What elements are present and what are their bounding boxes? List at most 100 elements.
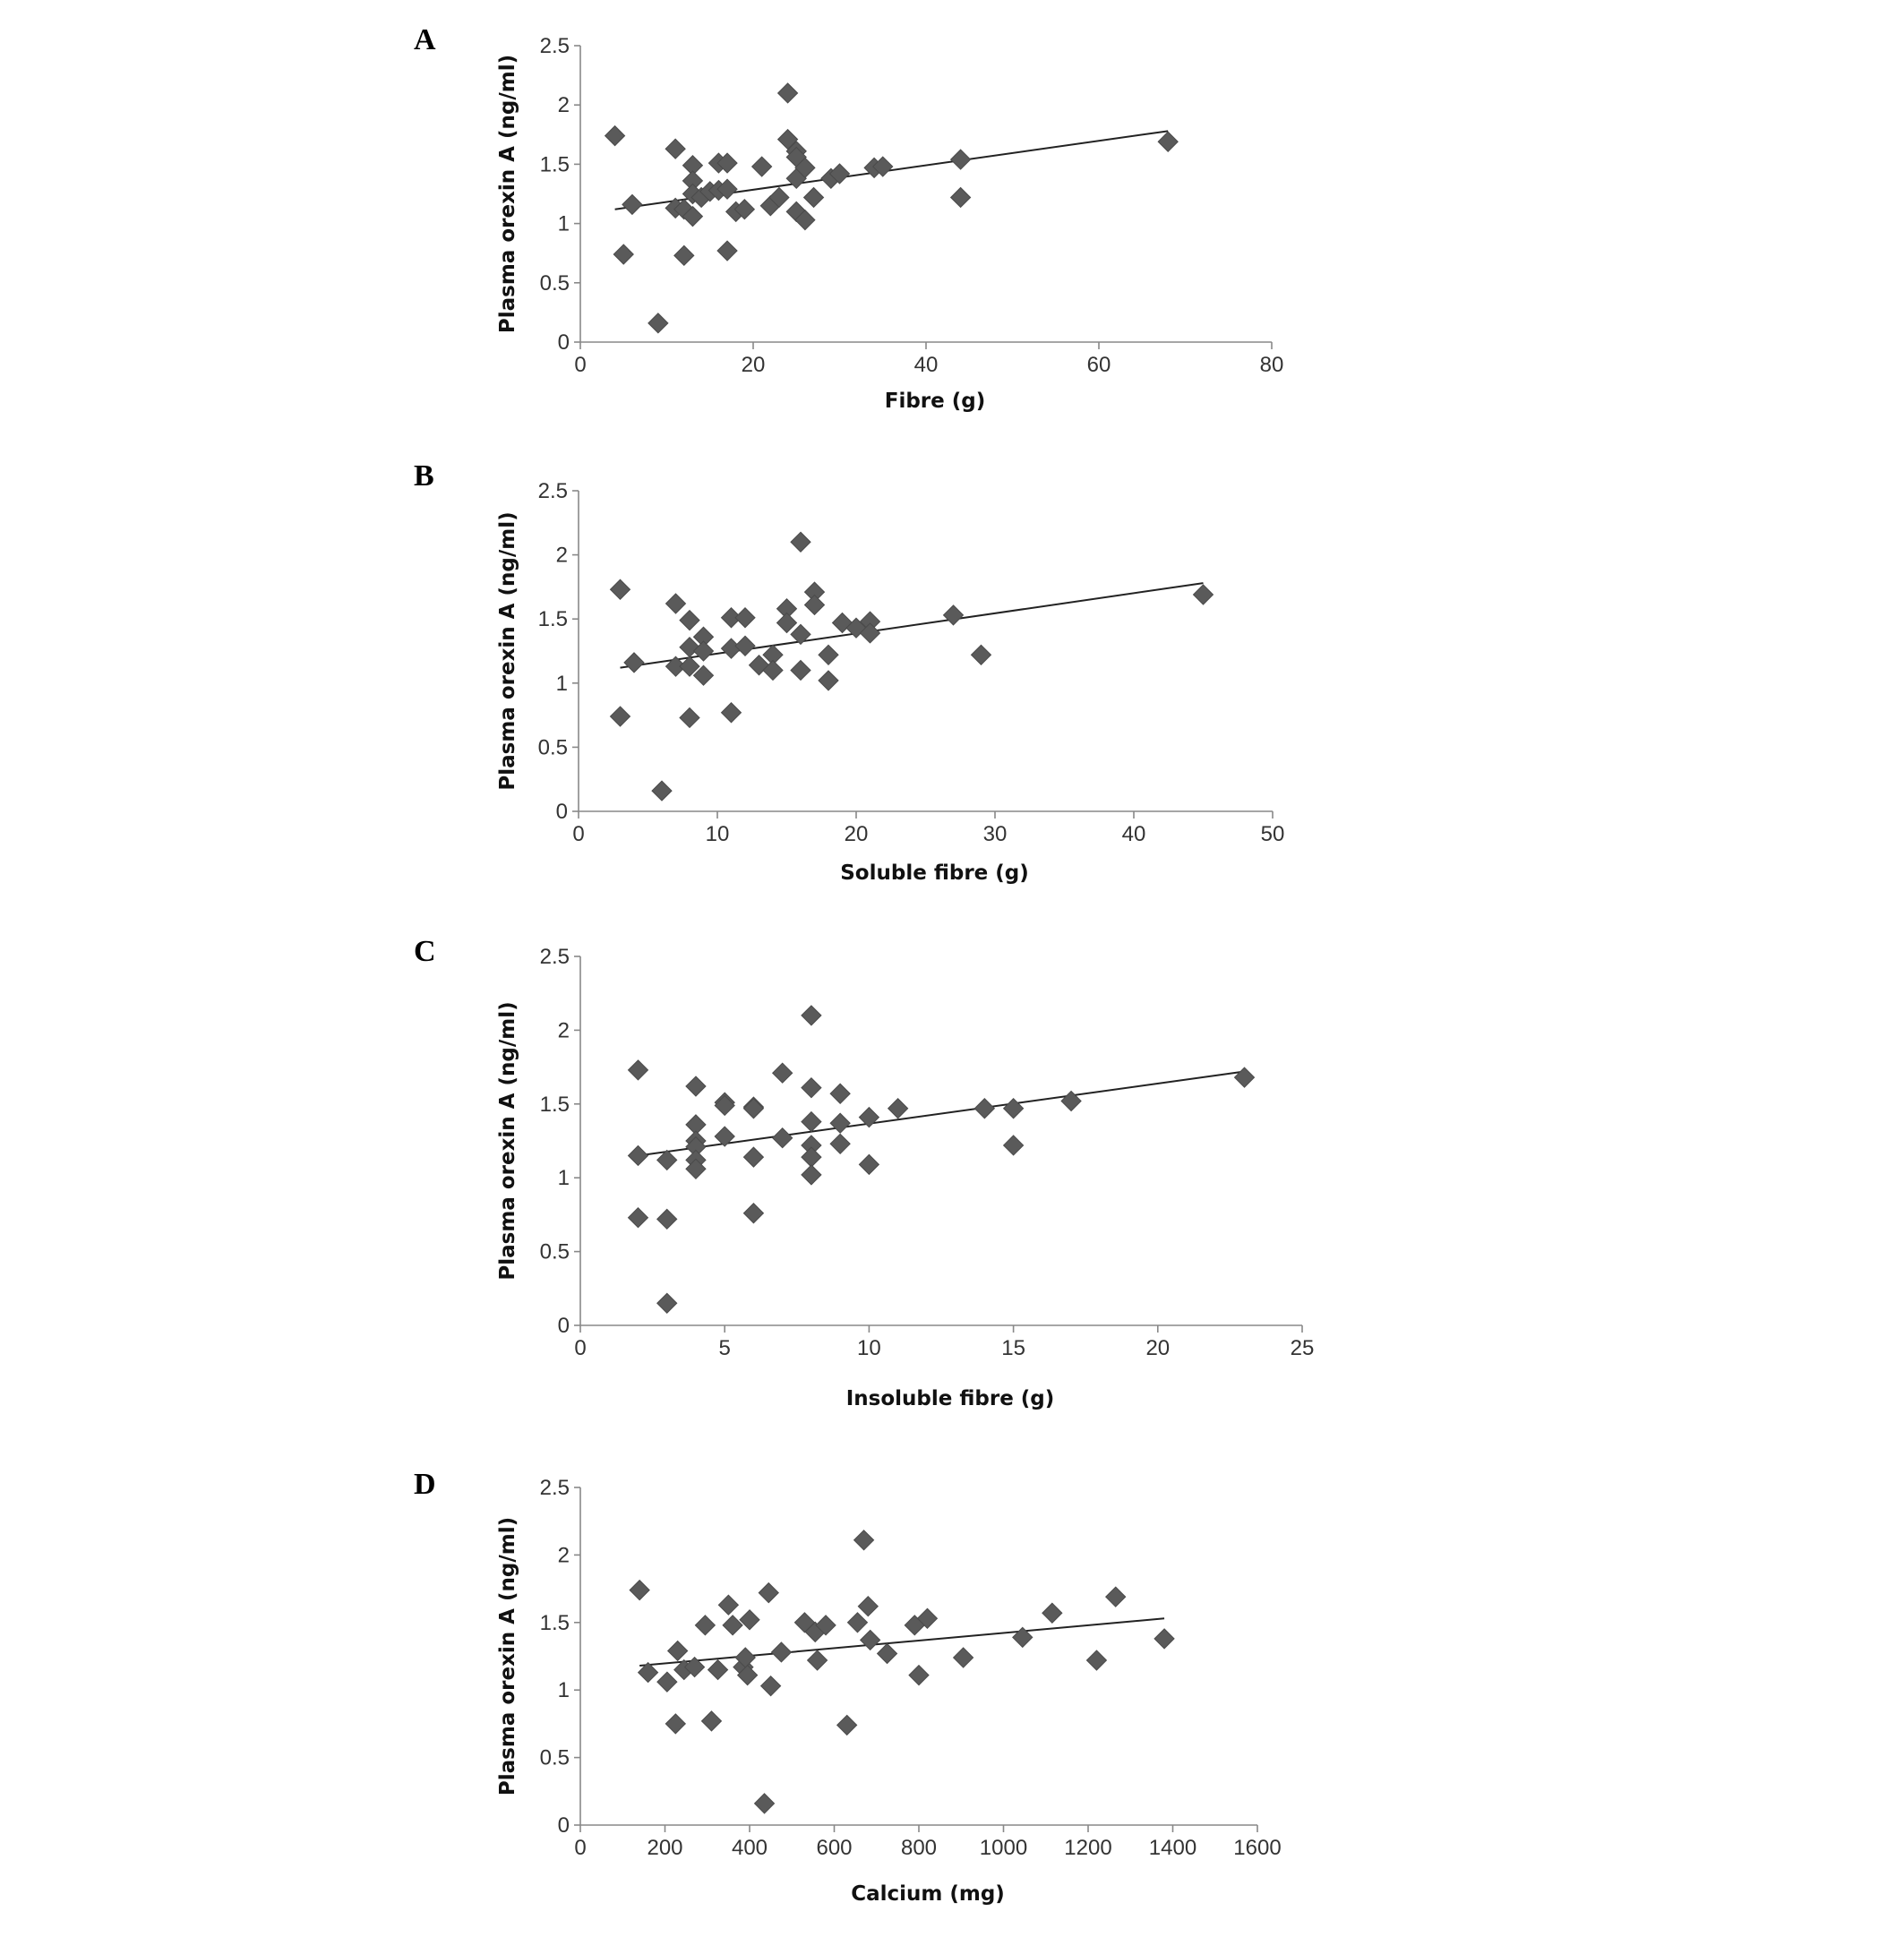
x-tick-label: 600 (816, 1836, 852, 1860)
data-point (1002, 1098, 1025, 1119)
data-point (665, 656, 687, 677)
data-point (829, 1112, 851, 1134)
data-point (1154, 1628, 1175, 1650)
data-point (627, 1144, 649, 1167)
data-point (714, 1094, 735, 1117)
data-point (679, 609, 700, 631)
data-point (1105, 1586, 1127, 1607)
data-point (733, 199, 756, 220)
x-axis-title: Insoluble fibre (g) (846, 1387, 1055, 1410)
data-point (836, 1714, 858, 1736)
panel-letter: B (414, 459, 434, 493)
data-point (716, 152, 738, 174)
data-point (627, 1206, 649, 1229)
data-point (908, 1664, 930, 1686)
data-point (665, 593, 687, 614)
data-point (720, 702, 742, 724)
x-tick-label: 15 (1001, 1336, 1025, 1360)
data-point (1085, 1650, 1108, 1671)
x-axis-title: Fibre (g) (885, 390, 986, 413)
data-point (604, 124, 626, 147)
data-point (872, 156, 894, 177)
x-tick-label: 0 (574, 1836, 586, 1860)
data-point (648, 313, 669, 334)
data-point (1157, 131, 1179, 152)
data-point (794, 209, 816, 231)
data-point (801, 1110, 822, 1133)
y-tick-label: 2 (558, 93, 570, 117)
y-axis-title: Plasma orexin A (ng/ml) (496, 1517, 519, 1796)
trendline (639, 1617, 1165, 1667)
x-tick-label: 20 (845, 822, 869, 846)
x-tick-label: 10 (857, 1336, 881, 1360)
y-tick-label: 2 (556, 544, 568, 568)
y-tick-label: 2 (558, 1543, 570, 1567)
x-tick-label: 0 (572, 822, 584, 846)
data-point (794, 157, 816, 179)
data-point (629, 1579, 650, 1601)
data-point (857, 1595, 879, 1617)
data-point (685, 1158, 707, 1180)
data-point (887, 1098, 909, 1119)
data-point (1233, 1067, 1256, 1088)
data-point (627, 1059, 649, 1081)
y-tick-label: 1.5 (540, 152, 570, 176)
data-point (859, 622, 881, 644)
data-point (683, 1656, 706, 1678)
data-point (771, 1062, 793, 1084)
data-point (679, 656, 700, 677)
x-tick-label: 800 (901, 1836, 937, 1860)
y-tick-label: 0.5 (540, 1240, 570, 1264)
data-point (818, 644, 839, 666)
y-axis-title: Plasma orexin A (ng/ml) (496, 55, 519, 333)
data-point (949, 149, 972, 170)
trendline (620, 582, 1204, 669)
data-point (758, 1581, 779, 1604)
data-point (776, 612, 798, 634)
data-point (753, 1793, 776, 1814)
data-point (707, 1658, 729, 1681)
y-tick-label: 0 (556, 800, 568, 824)
data-point (685, 1076, 707, 1097)
x-tick-label: 40 (914, 353, 939, 377)
data-point (858, 1106, 880, 1128)
data-point (942, 604, 965, 626)
data-point (717, 1594, 740, 1616)
x-tick-label: 1400 (1149, 1836, 1196, 1860)
data-point (801, 1005, 822, 1026)
x-tick-label: 30 (983, 822, 1008, 846)
data-point (1060, 1090, 1082, 1112)
data-point (952, 1647, 974, 1668)
y-tick-label: 2.5 (540, 1476, 570, 1500)
data-point (858, 1153, 880, 1176)
data-point (1002, 1135, 1025, 1156)
data-point (722, 1615, 743, 1636)
data-point (692, 664, 715, 686)
y-tick-label: 1.5 (538, 607, 568, 631)
y-tick-label: 0.5 (540, 271, 570, 296)
x-tick-label: 1600 (1233, 1836, 1281, 1860)
panel-letter: C (414, 935, 436, 968)
panel-letter: D (414, 1468, 436, 1501)
data-point (790, 531, 811, 553)
data-point (801, 1164, 822, 1186)
data-point (1012, 1626, 1033, 1649)
data-point (818, 670, 839, 691)
data-point (694, 1615, 716, 1636)
data-point (742, 1146, 765, 1168)
data-point (651, 780, 673, 801)
data-point (692, 640, 715, 662)
data-point (742, 1203, 765, 1224)
data-point (859, 1629, 881, 1651)
data-point (770, 1641, 793, 1663)
data-point (734, 635, 756, 656)
data-point (829, 1133, 851, 1155)
data-point (750, 156, 773, 177)
data-point (801, 1076, 822, 1099)
y-tick-label: 1.5 (540, 1611, 570, 1635)
panel-letter: A (414, 23, 436, 56)
x-tick-label: 1200 (1064, 1836, 1111, 1860)
data-point (790, 659, 811, 681)
data-point (720, 607, 742, 629)
